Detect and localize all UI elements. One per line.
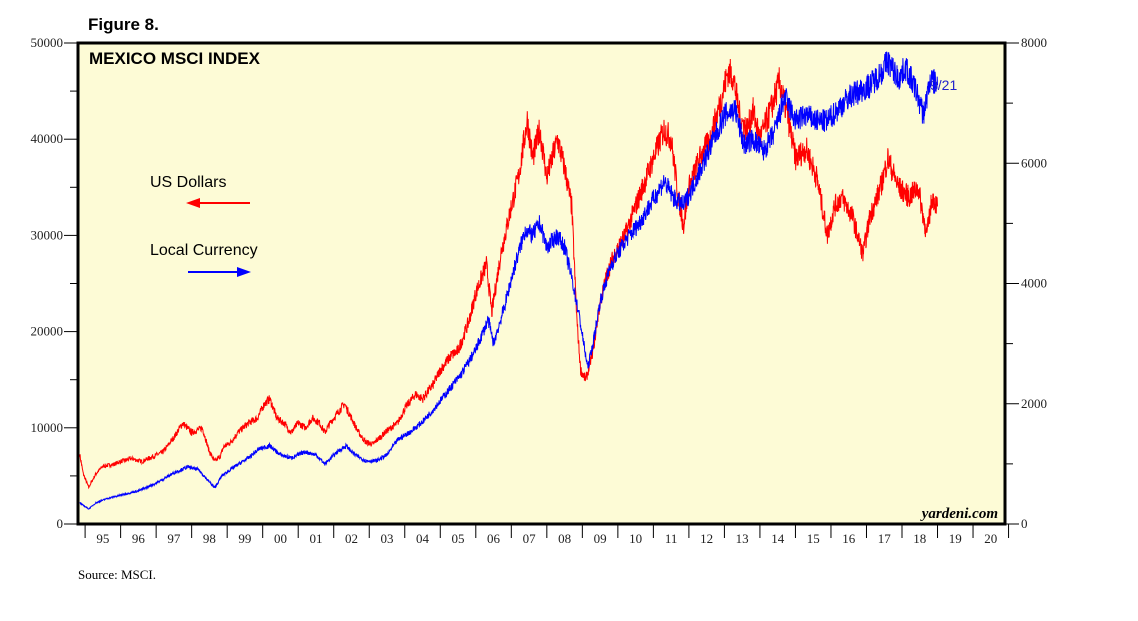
x-tick-label: 07 (523, 531, 537, 546)
x-tick-label: 99 (238, 531, 251, 546)
x-tick-label: 00 (274, 531, 287, 546)
x-tick-label: 10 (629, 531, 642, 546)
left-tick-label: 0 (57, 516, 64, 531)
x-tick-label: 16 (842, 531, 856, 546)
right-tick-label: 4000 (1021, 276, 1047, 291)
figure-label: Figure 8. (88, 15, 159, 34)
right-tick-label: 2000 (1021, 396, 1047, 411)
legend-label-us-dollars: US Dollars (150, 174, 226, 191)
series-lines (79, 51, 938, 510)
x-tick-label: 03 (381, 531, 394, 546)
legend-label-local-currency: Local Currency (150, 242, 258, 259)
right-tick-label: 0 (1021, 516, 1028, 531)
end-date-label: 9/21 (930, 77, 957, 93)
x-tick-label: 09 (594, 531, 607, 546)
x-tick-label: 08 (558, 531, 571, 546)
x-tick-label: 96 (132, 531, 146, 546)
left-tick-label: 20000 (31, 324, 64, 339)
x-tick-label: 98 (203, 531, 216, 546)
x-tick-label: 20 (984, 531, 997, 546)
watermark: yardeni.com (920, 506, 998, 522)
source-note: Source: MSCI. (78, 567, 156, 582)
x-tick-label: 18 (913, 531, 926, 546)
x-tick-label: 11 (665, 531, 678, 546)
x-tick-label: 12 (700, 531, 713, 546)
x-tick-label: 02 (345, 531, 358, 546)
plot-area (76, 41, 1007, 526)
x-tick-label: 17 (878, 531, 892, 546)
right-tick-label: 8000 (1021, 35, 1047, 50)
x-tick-label: 04 (416, 531, 430, 546)
x-tick-label: 95 (96, 531, 109, 546)
x-tick-label: 13 (736, 531, 749, 546)
series-us-dollars-line (79, 58, 938, 490)
left-tick-label: 40000 (31, 131, 64, 146)
x-tick-label: 97 (167, 531, 181, 546)
chart-title: MEXICO MSCI INDEX (89, 49, 261, 68)
left-tick-label: 30000 (31, 227, 64, 242)
gridlines-right-axis: 0 2000 4000 6000 8000 (1005, 35, 1047, 531)
left-tick-label: 50000 (31, 35, 64, 50)
x-tick-label: 14 (771, 531, 785, 546)
gridlines-left-axis: 0 10000 20000 30000 40000 50000 (31, 35, 78, 531)
x-tick-label: 05 (452, 531, 465, 546)
x-tick-label: 06 (487, 531, 501, 546)
x-tick-label: 15 (807, 531, 820, 546)
series-local-currency-line (79, 51, 938, 510)
right-tick-label: 6000 (1021, 155, 1047, 170)
x-tick-label: 19 (949, 531, 962, 546)
arrow-left-head-icon (186, 198, 200, 208)
legend: US Dollars Local Currency (150, 174, 258, 277)
x-axis-ticks: 95 96 97 98 99 00 01 02 03 04 05 06 07 08 09 10 11 12 13 14… (84, 524, 1010, 546)
x-tick-label: 01 (309, 531, 322, 546)
left-tick-label: 10000 (31, 420, 64, 435)
arrow-right-head-icon (237, 267, 251, 277)
